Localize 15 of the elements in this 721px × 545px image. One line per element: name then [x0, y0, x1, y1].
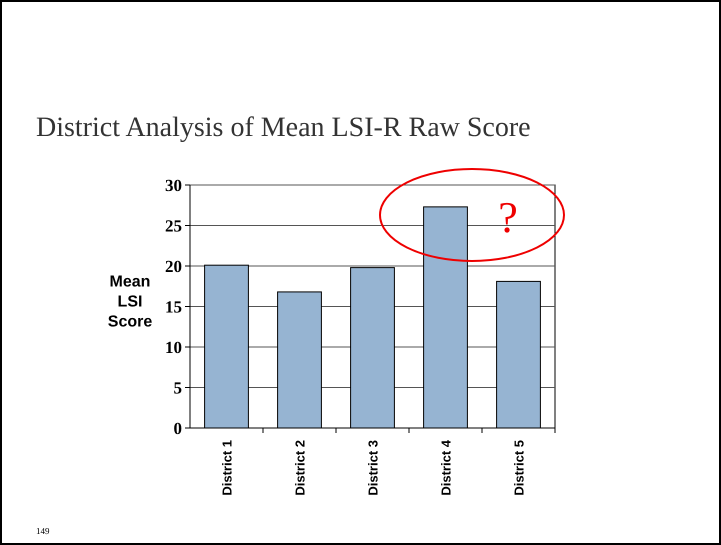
- x-tick-label: District 3: [366, 440, 380, 496]
- y-tick-label: 20: [165, 256, 182, 276]
- y-tick-label: 0: [174, 418, 182, 438]
- y-tick-label: 15: [165, 297, 182, 316]
- text: 149: [36, 526, 50, 536]
- y-tick-label: 30: [165, 176, 182, 195]
- x-tick-label: District 5: [512, 440, 526, 496]
- x-tick-label: District 4: [438, 439, 454, 496]
- x-tick-label: District 2: [292, 440, 308, 496]
- y-axis-title: Mean LSI Score: [108, 274, 152, 330]
- y-tick-label: 25: [165, 216, 182, 236]
- y-tick-label: 10: [165, 338, 182, 357]
- x-tick-label: District 1: [220, 440, 234, 496]
- chart-title: District Analysis of Mean LSI-R Raw Score: [36, 112, 531, 143]
- y-tick-label: 5: [174, 378, 182, 398]
